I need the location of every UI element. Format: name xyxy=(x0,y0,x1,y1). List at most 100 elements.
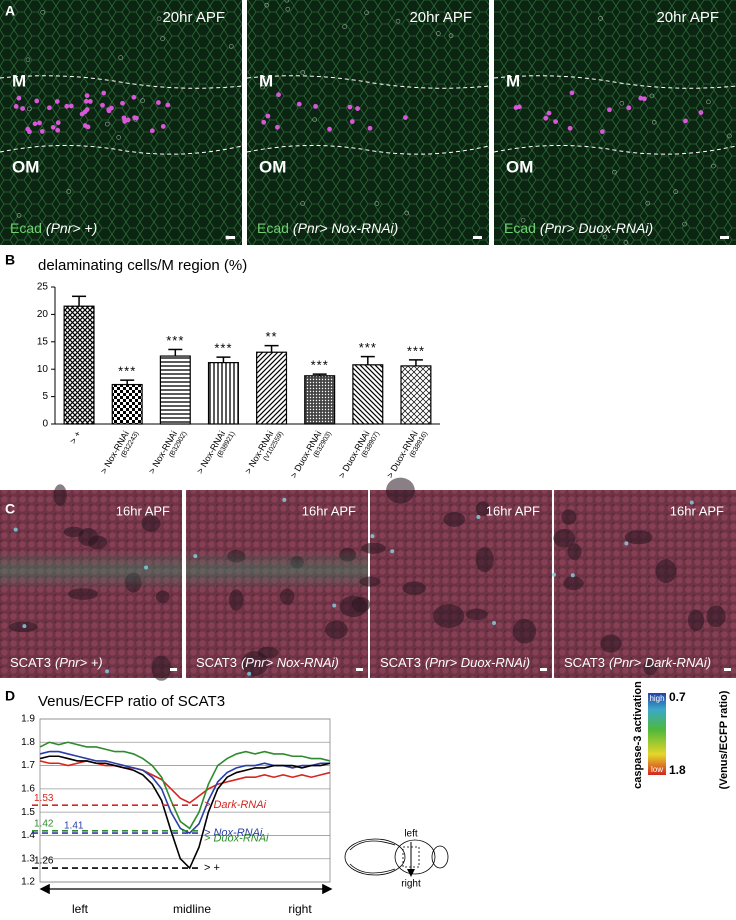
delaminating-cell xyxy=(265,113,271,119)
colorbar-title: caspase-3 activation xyxy=(632,681,644,789)
boundary-line xyxy=(493,144,736,155)
y-tick-label: 1.5 xyxy=(21,807,35,818)
delaminating-cell xyxy=(68,103,74,109)
texture-ring xyxy=(284,0,290,3)
colorbar xyxy=(648,693,666,775)
diagram-label: left xyxy=(404,829,418,840)
texture-ring xyxy=(66,189,72,194)
texture-ring xyxy=(711,163,716,169)
green-band xyxy=(0,550,182,590)
texture-ring xyxy=(104,121,110,127)
dark-patch xyxy=(155,590,170,604)
colorbar-subtitle: (Venus/ECFP ratio) xyxy=(718,690,730,789)
scale-bar xyxy=(356,668,363,671)
micrograph xyxy=(494,0,736,245)
dark-patch xyxy=(53,484,67,507)
delaminating-cell xyxy=(349,119,355,124)
delaminating-cell xyxy=(607,107,612,113)
dark-patch xyxy=(567,543,582,560)
dark-patch xyxy=(257,646,279,659)
delaminating-cell xyxy=(641,96,647,102)
delaminating-cell xyxy=(83,98,89,104)
dark-patch xyxy=(433,604,465,629)
bright-cell xyxy=(476,514,481,519)
region-label: M xyxy=(12,71,26,90)
texture-ring xyxy=(300,70,306,75)
delaminating-cell xyxy=(85,124,91,130)
fly-abdomen xyxy=(344,838,406,876)
boundary-line xyxy=(493,75,736,89)
delaminating-cell xyxy=(16,95,22,101)
texture-ring xyxy=(116,135,121,140)
caption: Ecad (Pnr> +) xyxy=(10,220,97,236)
fly-wing xyxy=(349,863,396,874)
bright-cell xyxy=(144,565,149,570)
delaminating-cell xyxy=(55,120,61,126)
texture-ring xyxy=(682,221,687,227)
panel-label: B xyxy=(5,252,15,268)
series-line xyxy=(39,750,330,835)
delaminating-cell xyxy=(32,121,38,127)
minimum-label: 1.53 xyxy=(34,793,54,804)
texture-ring xyxy=(602,234,608,240)
genotype: (Pnr> Nox-RNAi) xyxy=(293,220,398,236)
boundary-line xyxy=(246,75,490,89)
bright-cell xyxy=(193,554,198,559)
texture-ring xyxy=(404,210,410,216)
y-tick-label: 25 xyxy=(37,282,49,293)
delaminating-cell xyxy=(626,105,632,111)
dark-patch xyxy=(600,634,622,653)
stain: SCAT3 xyxy=(380,655,421,670)
texture-ring xyxy=(118,55,123,60)
bright-cell xyxy=(492,620,497,625)
delaminating-cell xyxy=(106,108,112,114)
dark-patch xyxy=(228,589,244,611)
texture-ring xyxy=(448,33,454,38)
texture-ring xyxy=(300,201,305,206)
x-label: left xyxy=(72,902,89,916)
texture-ring xyxy=(312,117,317,122)
time-label: 20hr APF xyxy=(162,9,225,26)
scale-bar xyxy=(226,236,235,239)
bright-cell xyxy=(332,603,337,608)
texture-ring xyxy=(612,169,617,175)
dark-patch xyxy=(475,547,494,573)
texture-ring xyxy=(727,133,732,139)
diagram-label: right xyxy=(401,879,421,890)
colorbar-high: high xyxy=(649,694,664,703)
texture-ring xyxy=(16,213,22,218)
bright-cell xyxy=(22,624,27,629)
delaminating-cell xyxy=(567,125,573,131)
delaminating-cell xyxy=(367,125,373,131)
delaminating-cell xyxy=(327,126,332,132)
region-label: M xyxy=(506,71,520,90)
dark-patch xyxy=(359,576,381,587)
y-tick-label: 1.2 xyxy=(21,877,35,888)
x-label: midline xyxy=(173,902,211,916)
caption: SCAT3 (Pnr> Duox-RNAi) xyxy=(380,655,530,670)
region-label: OM xyxy=(506,157,533,176)
delaminating-cell xyxy=(101,90,107,96)
dark-patch xyxy=(512,618,537,644)
delaminating-cell xyxy=(347,104,353,110)
delaminating-cell xyxy=(160,124,166,129)
delaminating-cell xyxy=(296,101,302,107)
delaminating-cell xyxy=(84,93,90,99)
x-tick-label: > + xyxy=(68,429,83,445)
dark-patch xyxy=(88,535,108,550)
significance: *** xyxy=(214,341,232,356)
significance: *** xyxy=(407,343,425,358)
texture-ring xyxy=(436,31,441,36)
delaminating-cell xyxy=(165,102,171,108)
texture-ring xyxy=(651,119,657,125)
bright-cell xyxy=(570,573,575,578)
fly-wing xyxy=(349,840,396,851)
delaminating-cell xyxy=(84,107,90,112)
texture-ring xyxy=(156,16,162,22)
texture-ring xyxy=(228,44,234,49)
plot-frame xyxy=(39,718,331,883)
texture-ring xyxy=(706,99,711,105)
scale-bar xyxy=(540,668,547,671)
time-label: 20hr APF xyxy=(656,9,719,26)
